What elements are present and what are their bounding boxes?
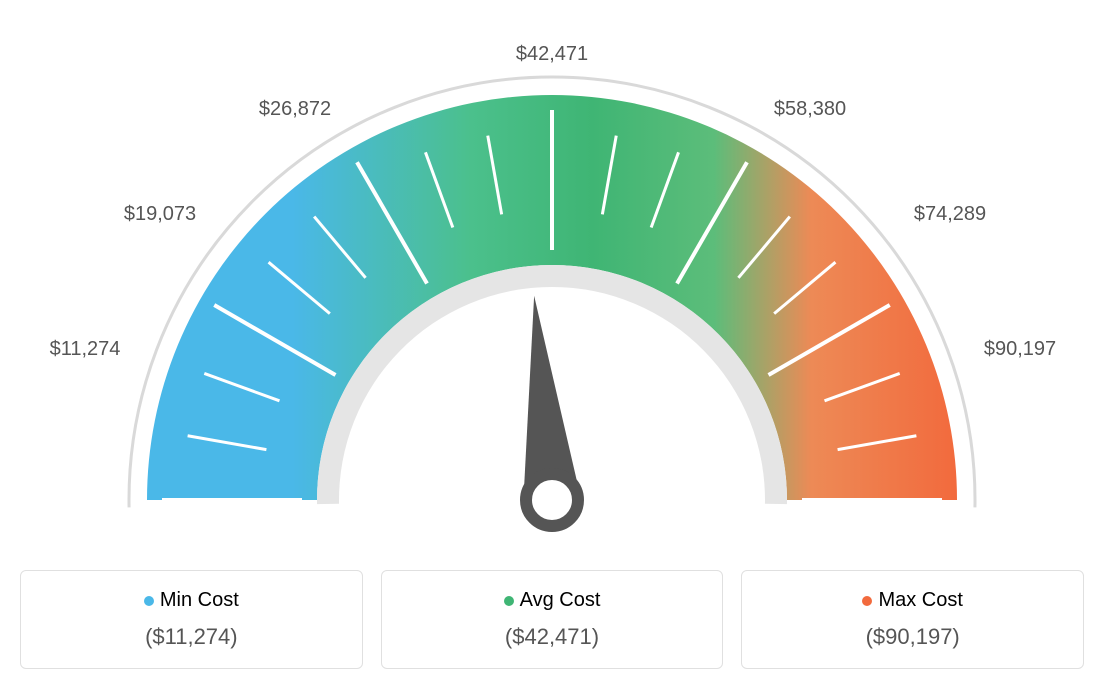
- svg-text:$11,274: $11,274: [50, 338, 121, 360]
- svg-text:$26,872: $26,872: [259, 98, 331, 120]
- legend-title-avg-text: Avg Cost: [520, 589, 601, 611]
- legend-card-max: Max Cost ($90,197): [741, 570, 1084, 669]
- legend-value-min: ($11,274): [31, 624, 352, 650]
- dot-min: [144, 596, 154, 606]
- legend-card-avg: Avg Cost ($42,471): [381, 570, 724, 669]
- svg-text:$58,380: $58,380: [774, 98, 846, 120]
- svg-text:$42,471: $42,471: [516, 43, 588, 65]
- dot-max: [862, 596, 872, 606]
- legend-title-max-text: Max Cost: [878, 589, 962, 611]
- legend-card-min: Min Cost ($11,274): [20, 570, 363, 669]
- legend-title-max: Max Cost: [752, 589, 1073, 612]
- gauge-chart: $11,274 $19,073 $26,872 $42,471 $58,380 $74,2…: [20, 20, 1084, 560]
- svg-text:$74,289: $74,289: [914, 203, 986, 225]
- legend-title-min-text: Min Cost: [160, 589, 239, 611]
- legend-value-avg: ($42,471): [392, 624, 713, 650]
- cost-gauge-widget: $11,274 $19,073 $26,872 $42,471 $58,380 $74,2…: [20, 20, 1084, 669]
- dot-avg: [504, 596, 514, 606]
- gauge-svg: $11,274 $19,073 $26,872 $42,471 $58,380 $74,2…: [20, 20, 1084, 560]
- legend-title-min: Min Cost: [31, 589, 352, 612]
- legend-row: Min Cost ($11,274) Avg Cost ($42,471) Ma…: [20, 570, 1084, 669]
- legend-title-avg: Avg Cost: [392, 589, 713, 612]
- legend-value-max: ($90,197): [752, 624, 1073, 650]
- svg-text:$19,073: $19,073: [124, 203, 196, 225]
- svg-text:$90,197: $90,197: [984, 338, 1056, 360]
